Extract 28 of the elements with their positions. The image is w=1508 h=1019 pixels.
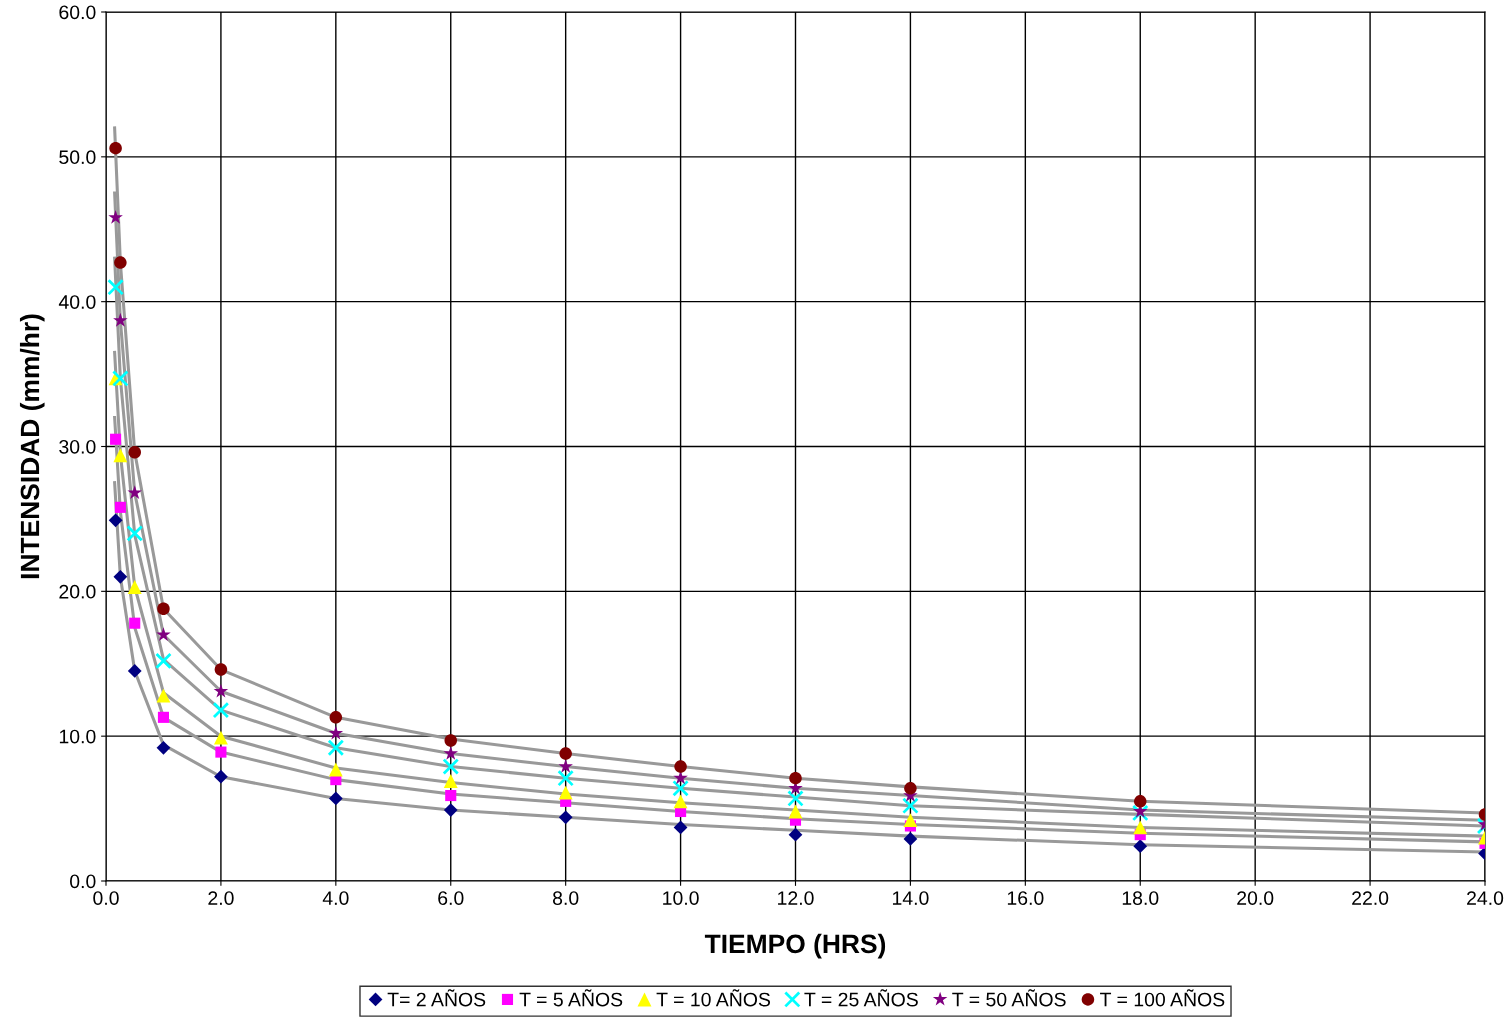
x-tick-label: 24.0	[1467, 891, 1504, 905]
legend-label: T = 100 AÑOS	[1100, 989, 1225, 1007]
legend-label: T = 25 AÑOS	[804, 989, 918, 1007]
legend-label: T = 5 AÑOS	[519, 989, 623, 1007]
x-tick-label: 2.0	[208, 891, 234, 905]
x-tick-label: 16.0	[1007, 891, 1044, 905]
x-tick-label: 14.0	[892, 891, 929, 905]
x-tick-label: 4.0	[322, 891, 349, 905]
y-tick-label: 0.0	[70, 874, 96, 889]
y-tick-label: 40.0	[58, 295, 96, 309]
y-tick-label: 10.0	[59, 729, 96, 744]
x-tick-label: 22.0	[1352, 891, 1389, 905]
legend-label: T = 50 AÑOS	[952, 989, 1066, 1007]
y-tick-label: 60.0	[59, 5, 96, 20]
y-tick-label: 30.0	[59, 439, 96, 454]
x-tick-label: 0.0	[93, 891, 119, 905]
y-tick-label: 20.0	[59, 584, 96, 599]
legend-label: T = 10 AÑOS	[656, 989, 771, 1007]
x-tick-label: 18.0	[1122, 891, 1159, 905]
x-axis-title: TIEMPO (HRS)	[704, 933, 886, 959]
y-axis-title: INTENSIDAD (mm/hr)	[19, 314, 45, 579]
x-tick-label: 8.0	[553, 891, 579, 905]
x-tick-label: 10.0	[663, 891, 699, 905]
x-tick-label: 6.0	[438, 891, 464, 905]
x-tick-label: 12.0	[778, 891, 814, 905]
x-tick-label: 20.0	[1237, 891, 1274, 905]
y-tick-label: 50.0	[59, 150, 96, 165]
legend-label: T= 2 AÑOS	[387, 989, 486, 1007]
